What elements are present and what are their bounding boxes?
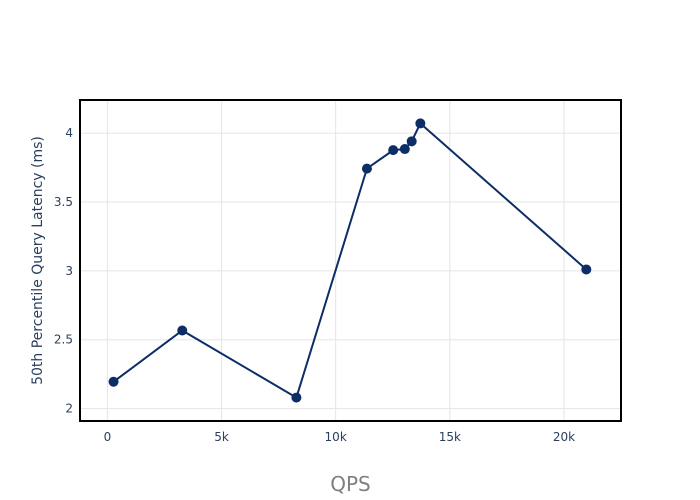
data-point	[581, 264, 592, 275]
x-tick-label: 5k	[214, 430, 229, 444]
data-point	[291, 392, 302, 403]
y-tick-label: 3	[65, 264, 73, 278]
y-tick-label: 2	[65, 402, 73, 416]
series-line	[112, 121, 587, 400]
data-point	[177, 325, 188, 336]
plot-frame	[79, 99, 622, 422]
y-tick-label: 4	[65, 126, 73, 140]
data-point	[361, 163, 372, 174]
y-tick-label: 2.5	[54, 333, 73, 347]
data-point	[399, 144, 410, 155]
x-tick-label: 20k	[553, 430, 575, 444]
x-tick-label: 15k	[439, 430, 461, 444]
x-axis-title: QPS	[330, 472, 371, 496]
y-axis-title: 50th Percentile Query Latency (ms)	[30, 136, 46, 385]
x-axis-ticks: 0 5k 10k 15k 20k	[104, 430, 576, 444]
series-layer	[108, 118, 592, 403]
y-tick-label: 3.5	[54, 195, 73, 209]
grid	[80, 100, 621, 421]
data-point	[388, 145, 399, 156]
data-point	[108, 376, 119, 387]
x-tick-label: 10k	[325, 430, 347, 444]
data-point	[406, 136, 417, 147]
x-tick-label: 0	[104, 430, 112, 444]
data-point	[415, 118, 426, 129]
y-axis-ticks: 2 2.5 3 3.5 4	[54, 126, 73, 416]
